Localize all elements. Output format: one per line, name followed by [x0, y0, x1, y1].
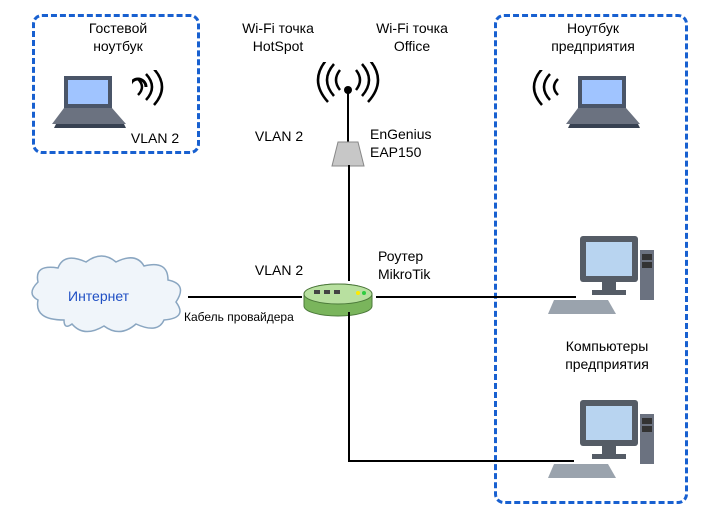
router-model-label: Роутер MikroTik — [378, 248, 468, 283]
edge-router-pc1 — [376, 296, 576, 298]
desktop-pc2-icon — [548, 394, 658, 487]
guest-laptop-vlan: VLAN 2 — [120, 130, 190, 148]
edge-ap-router — [348, 165, 350, 281]
router-vlan-label: VLAN 2 — [244, 262, 314, 280]
isp-cable-label: Кабель провайдера — [184, 310, 324, 325]
edge-router-pc2 — [348, 460, 574, 462]
wifi-office-label: Wi-Fi точка Office — [352, 20, 472, 55]
ap-vlan-label: VLAN 2 — [244, 128, 314, 146]
guest-laptop-waves-icon — [132, 70, 192, 123]
corp-laptop-icon — [560, 70, 660, 143]
corp-laptop-label: Ноутбук предприятия — [530, 20, 656, 55]
corp-computers-label: Компьютеры предприятия — [542, 338, 672, 373]
ap-model-label: EnGenius EAP150 — [370, 126, 460, 161]
wifi-hotspot-label: Wi-Fi точка HotSpot — [218, 20, 338, 55]
edge-router-down — [348, 312, 350, 460]
internet-label: Интернет — [68, 288, 129, 304]
guest-laptop-label: Гостевой ноутбук — [70, 20, 166, 55]
corp-laptop-waves-icon — [510, 70, 570, 123]
desktop-pc1-icon — [548, 230, 658, 323]
edge-internet-router — [188, 296, 302, 298]
